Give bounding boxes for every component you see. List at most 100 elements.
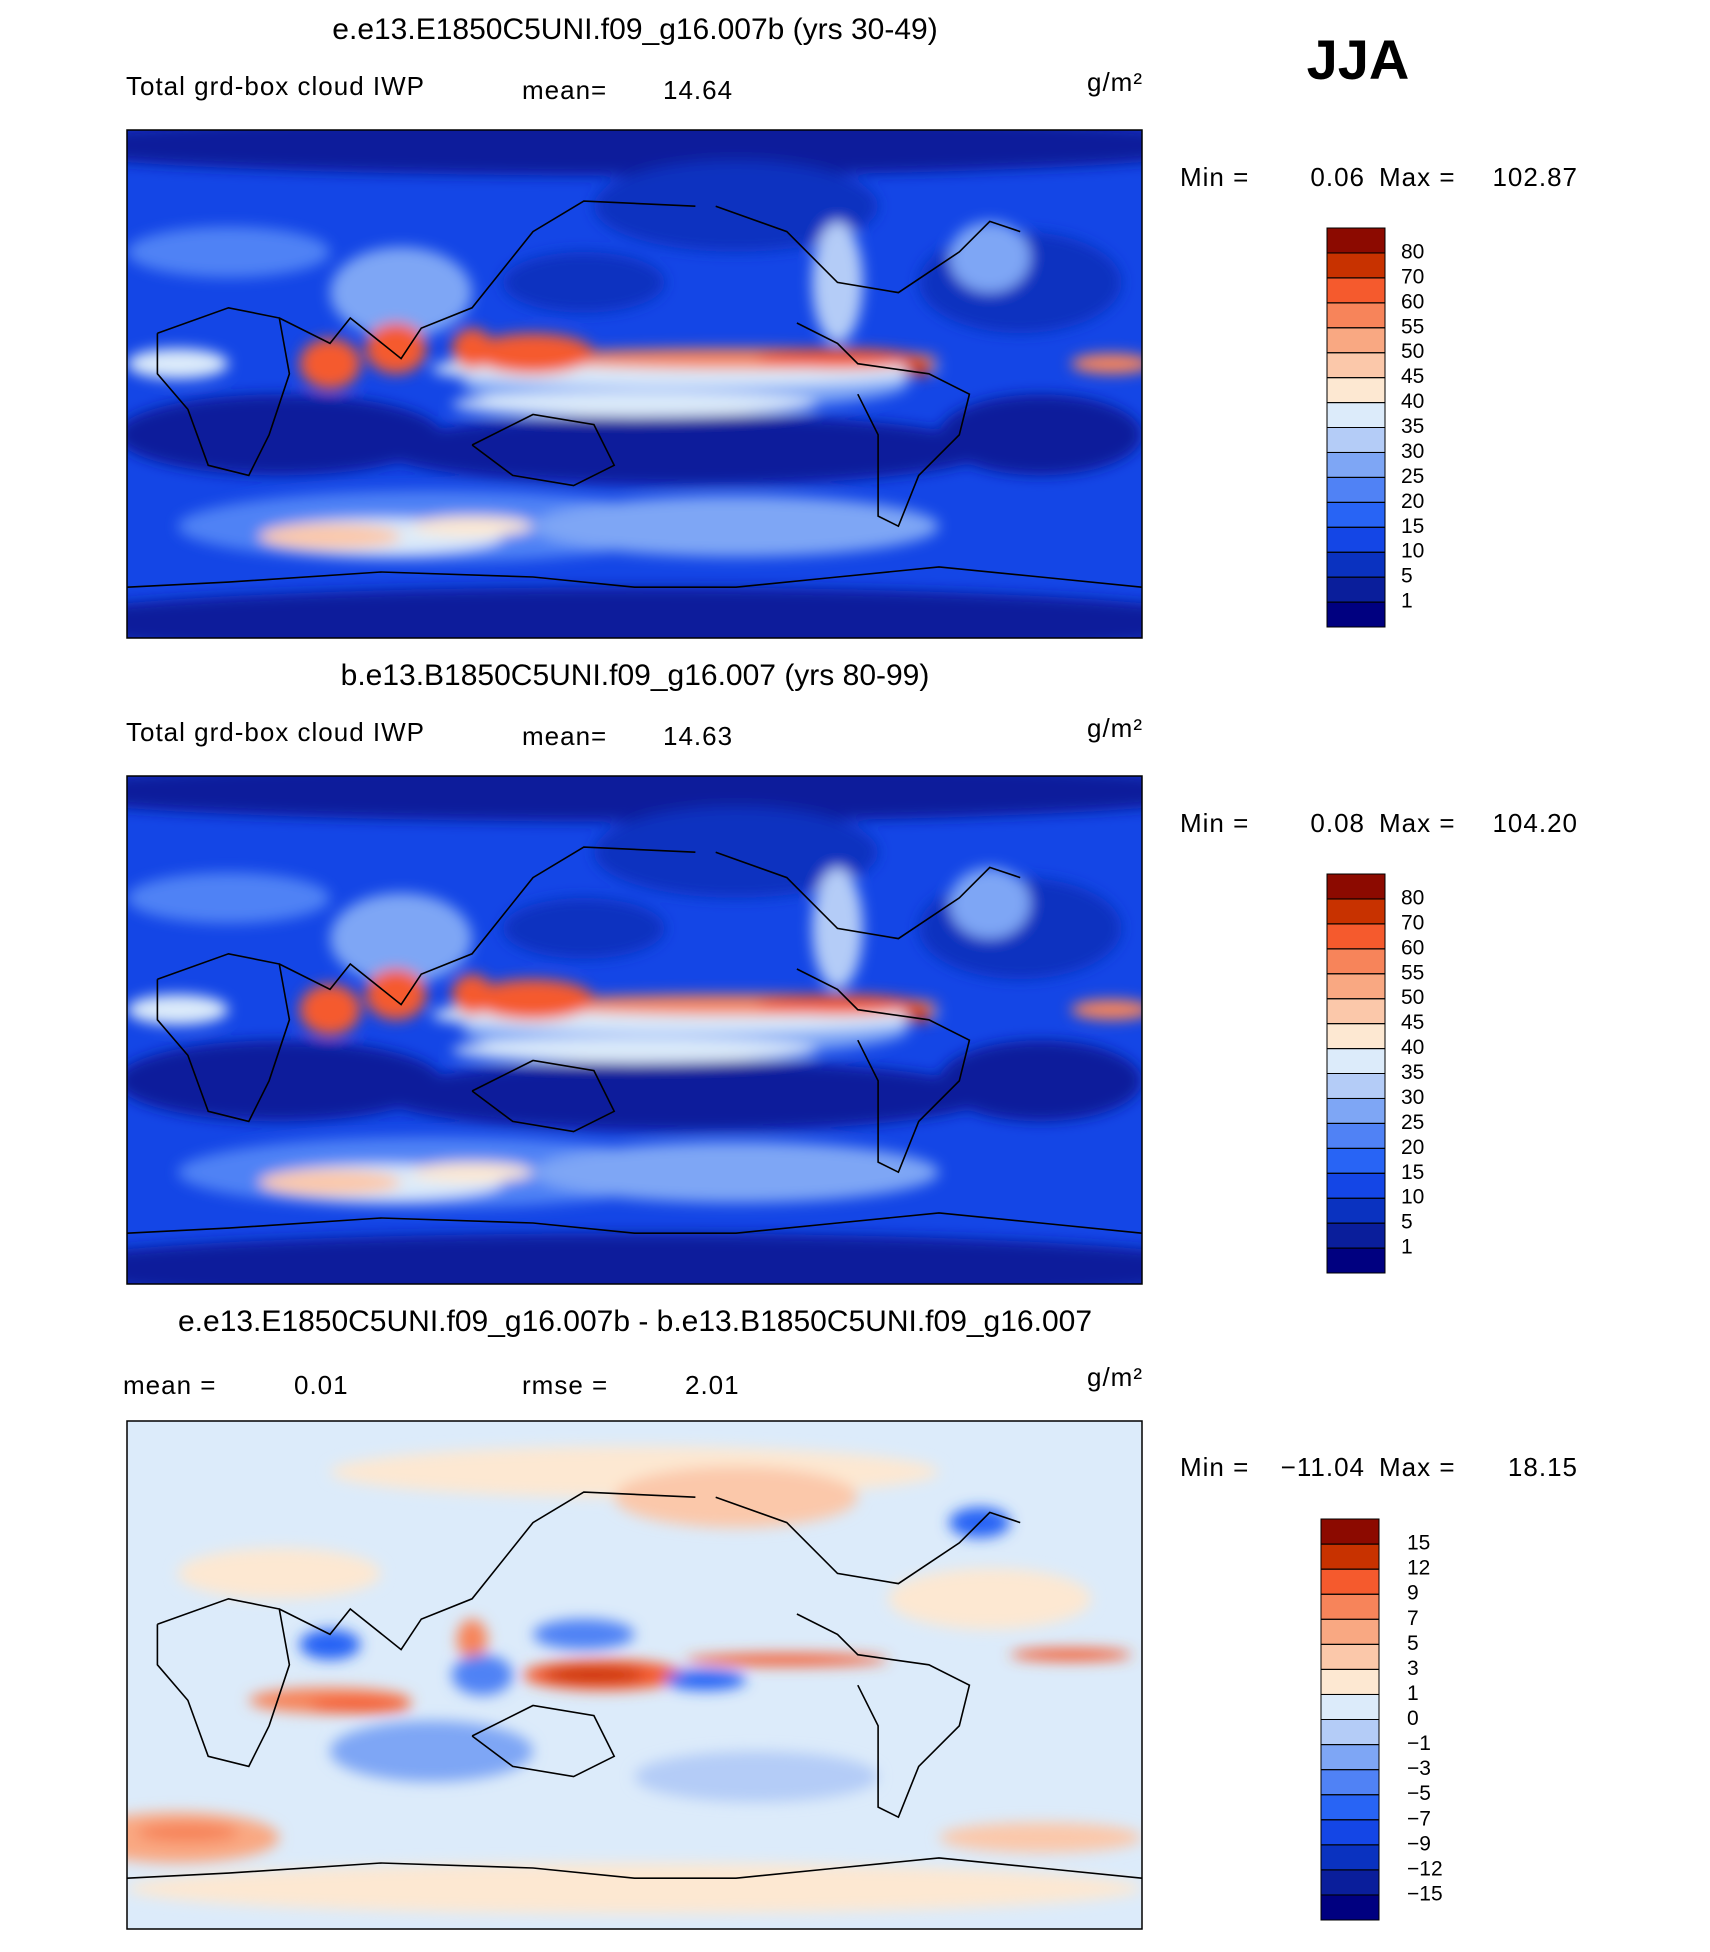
field-blob — [451, 974, 493, 1015]
field-blob — [137, 1822, 239, 1843]
colorbar-box — [1326, 1247, 1386, 1274]
panel-title: e.e13.E1850C5UNI.f09_g16.007b (yrs 30-49… — [332, 13, 937, 46]
colorbar-label: 20 — [1401, 1136, 1424, 1159]
variable-label: Total grd-box cloud IWP — [126, 717, 425, 747]
colorbar-box — [1320, 1693, 1380, 1720]
max-label: Max = — [1379, 808, 1456, 838]
colorbar-box — [1326, 302, 1386, 329]
map-field — [127, 1421, 1142, 1929]
colorbar-box — [1320, 1618, 1380, 1645]
field-blob — [299, 338, 361, 390]
colorbar-box — [1320, 1844, 1380, 1871]
field-blob — [949, 867, 1031, 939]
mean-value: 14.63 — [663, 721, 733, 751]
field-blob — [939, 1822, 1142, 1853]
field-blob — [299, 1629, 361, 1660]
field-blob — [411, 1162, 533, 1183]
colorbar-box — [1326, 277, 1386, 304]
rmse-label: rmse = — [522, 1370, 608, 1400]
field-blob — [127, 394, 442, 476]
mean-value: 0.01 — [294, 1370, 349, 1400]
field-blob — [380, 414, 990, 486]
colorbar-box — [1320, 1744, 1380, 1771]
field-blob — [380, 1060, 990, 1132]
field-blob — [939, 394, 1142, 476]
field-blob — [593, 160, 879, 252]
colorbar-box — [1326, 898, 1386, 925]
coastline — [127, 566, 1142, 588]
max-label: Max = — [1379, 1452, 1456, 1482]
colorbar-label: −7 — [1407, 1807, 1431, 1830]
units-label: g/m² — [1087, 67, 1143, 97]
colorbar-box — [1320, 1568, 1380, 1595]
colorbar-label: −15 — [1407, 1882, 1443, 1905]
min-label: Min = — [1180, 1452, 1249, 1482]
coastline — [156, 1597, 291, 1768]
field-blob — [411, 516, 533, 537]
field-blob — [177, 1548, 381, 1599]
colorbar-label: 60 — [1401, 936, 1424, 959]
field-blob — [888, 1568, 1092, 1630]
field-blob — [614, 1466, 858, 1528]
colorbar-box — [1326, 551, 1386, 578]
coastline — [278, 200, 696, 360]
field-blob — [299, 984, 361, 1036]
panel-title: b.e13.B1850C5UNI.f09_g16.007 (yrs 80-99) — [341, 659, 930, 692]
field-blob — [127, 226, 330, 278]
colorbar-label: −1 — [1407, 1732, 1431, 1755]
coastline — [127, 1212, 1142, 1234]
units-label: g/m² — [1087, 1362, 1143, 1392]
colorbar-box — [1326, 948, 1386, 975]
colorbar-box — [1326, 576, 1386, 603]
field-blob — [903, 1007, 934, 1023]
colorbar-label: 20 — [1401, 490, 1424, 513]
colorbar-box — [1326, 227, 1386, 254]
field-blob — [365, 323, 427, 374]
map-frame — [126, 129, 1143, 639]
field-blob — [543, 1667, 645, 1683]
mean-label: mean= — [522, 721, 607, 751]
colorbar-label: 25 — [1401, 465, 1424, 488]
map-frame — [126, 1420, 1143, 1930]
min-value: −11.04 — [1281, 1452, 1365, 1482]
colorbar-box — [1320, 1643, 1380, 1670]
field-blob — [472, 333, 594, 374]
colorbar-label: 80 — [1401, 240, 1424, 263]
field-blob — [756, 348, 919, 369]
colorbar-box — [1326, 973, 1386, 1000]
colorbar-box — [1326, 451, 1386, 478]
field-blob — [330, 892, 473, 985]
coastline — [471, 1059, 616, 1133]
colorbar-box — [1320, 1794, 1380, 1821]
field-blob — [502, 251, 665, 313]
colorbar-box — [1326, 1122, 1386, 1149]
colorbar-box — [1326, 476, 1386, 503]
min-value: 0.08 — [1310, 808, 1365, 838]
colorbar-box — [1326, 1048, 1386, 1074]
field-blob — [634, 1751, 879, 1802]
field-blob — [1070, 353, 1142, 374]
max-label: Max = — [1379, 162, 1456, 192]
colorbar-label: 45 — [1401, 1011, 1424, 1034]
field-blob — [451, 1654, 513, 1696]
colorbar-box — [1320, 1894, 1380, 1921]
field-blob — [533, 1619, 635, 1650]
coastline — [278, 846, 696, 1006]
field-blob — [1010, 1648, 1132, 1661]
colorbar-box — [1320, 1518, 1380, 1545]
colorbar-label: 30 — [1401, 440, 1424, 463]
colorbar-box — [1320, 1668, 1380, 1695]
variable-label: Total grd-box cloud IWP — [126, 71, 425, 101]
colorbar-box — [1326, 501, 1386, 528]
field-blob — [127, 872, 330, 924]
map-frame — [126, 775, 1143, 1285]
colorbar-label: 80 — [1401, 886, 1424, 909]
map-field — [127, 130, 1142, 638]
field-blob — [127, 1040, 442, 1122]
colorbar-label: 35 — [1401, 415, 1424, 438]
mean-label: mean = — [123, 1370, 216, 1400]
colorbar-label: −12 — [1407, 1857, 1443, 1880]
colorbar-label: 50 — [1401, 340, 1424, 363]
colorbar-label: 15 — [1401, 515, 1424, 538]
field-blob — [127, 1862, 1142, 1914]
